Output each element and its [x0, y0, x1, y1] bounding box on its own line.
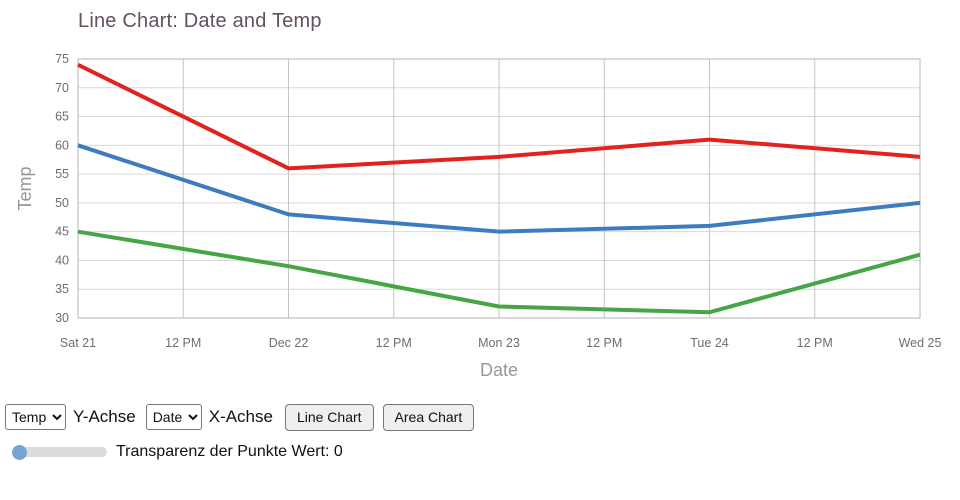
x-axis-select-label: X-Achse	[208, 407, 273, 426]
series-green-line	[77, 229, 921, 315]
y-tick-label: 45	[55, 225, 69, 239]
series-red-line	[77, 62, 921, 171]
series-blue-line	[77, 143, 921, 234]
transparency-slider-label: Transparenz der Punkte Wert: 0	[116, 443, 343, 461]
area-chart-button[interactable]: Area Chart	[382, 403, 475, 431]
plot-border	[77, 58, 921, 319]
y-tick-label: 50	[55, 196, 69, 210]
x-tick-label: Tue 24	[690, 336, 729, 350]
y-tick-label: 40	[55, 253, 69, 267]
y-axis-select[interactable]: Temp	[5, 404, 66, 430]
y-tick-label: 35	[55, 282, 69, 296]
x-tick-label: 12 PM	[376, 336, 412, 350]
x-tick-label: Dec 22	[269, 336, 309, 350]
x-tick-label: 12 PM	[586, 336, 622, 350]
x-tick-label: Wed 25	[899, 336, 942, 350]
line-chart-button[interactable]: Line Chart	[284, 403, 374, 431]
y-axis-select-label: Y-Achse	[73, 407, 136, 426]
chart-title: Line Chart: Date and Temp	[78, 10, 322, 32]
line-chart: 30 35 40 45 50 55 60 65 70 75 Sat 21 12 PM Dec 22 12 …	[15, 52, 942, 380]
y-tick-label: 30	[55, 311, 69, 325]
x-axis-select[interactable]: Date	[145, 404, 202, 430]
y-tick-label: 65	[55, 110, 69, 124]
slider-track[interactable]	[12, 447, 107, 457]
y-tick-label: 55	[55, 167, 69, 181]
x-tick-label: Mon 23	[478, 336, 520, 350]
transparency-value: 0	[333, 443, 343, 460]
slider-thumb[interactable]	[12, 444, 27, 460]
y-axis-title: Temp	[15, 166, 35, 210]
transparency-label-text: Transparenz der Punkte Wert:	[116, 443, 330, 460]
controls-row: Temp Y-Achse Date X-Achse Line Chart Are…	[5, 403, 483, 431]
y-tick-label: 70	[55, 81, 69, 95]
x-tick-label: 12 PM	[165, 336, 201, 350]
x-tick-label: 12 PM	[797, 336, 833, 350]
slider-row: Transparenz der Punkte Wert: 0	[12, 443, 343, 461]
transparency-slider[interactable]	[12, 443, 107, 461]
x-tick-label: Sat 21	[60, 336, 96, 350]
y-tick-label: 75	[55, 52, 69, 66]
y-tick-label: 60	[55, 138, 69, 152]
x-axis-title: Date	[480, 360, 518, 380]
